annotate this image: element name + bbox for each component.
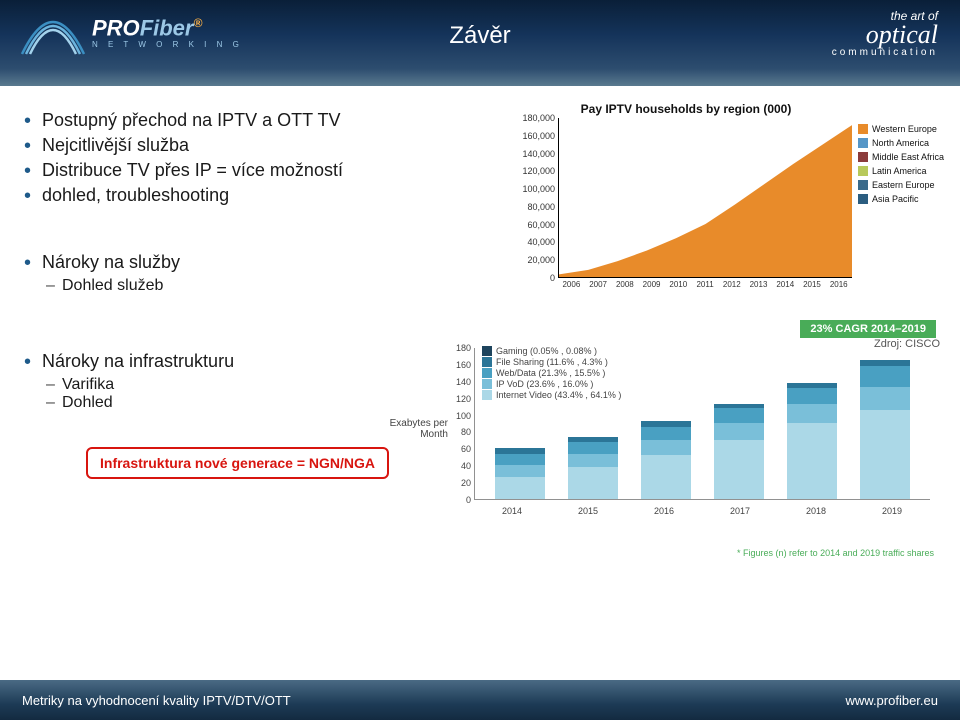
legend-item: Eastern Europe — [858, 180, 944, 190]
bullet-group-1: Postupný přechod na IPTV a OTT TV Nejcit… — [22, 110, 502, 206]
chart-iptv-households: Pay IPTV households by region (000) 020,… — [520, 102, 852, 290]
bullet-item: Distribuce TV přes IP = více možností — [22, 160, 502, 181]
tagline: the art of optical communication — [832, 10, 938, 58]
tagline-line3: communication — [832, 48, 938, 58]
chart1-plot-area — [558, 118, 852, 278]
chart2-y-label: Exabytes per Month — [370, 418, 448, 440]
chart-exabytes: 23% CAGR 2014–2019 Exabytes per Month 02… — [370, 318, 940, 528]
bullet-subitem: Dohled služeb — [22, 277, 502, 295]
logo-subtext: N E T W O R K I N G — [92, 40, 243, 49]
legend-item: Western Europe — [858, 124, 944, 134]
footer-right: www.profiber.eu — [846, 693, 939, 708]
logo-arc-icon — [20, 8, 86, 58]
chart2-bar — [787, 383, 837, 499]
bullet-item: Postupný přechod na IPTV a OTT TV — [22, 110, 502, 131]
chart1-legend: Western Europe North America Middle East A… — [858, 124, 944, 208]
chart2-cagr-badge: 23% CAGR 2014–2019 — [800, 320, 936, 338]
chart2-footnote: * Figures (n) refer to 2014 and 2019 tra… — [737, 548, 934, 558]
chart2-bar — [495, 448, 545, 499]
legend-item: North America — [858, 138, 944, 148]
slide-header: PROFiber® N E T W O R K I N G Závěr the … — [0, 0, 960, 86]
chart2-y-axis: 020406080100120140160180 — [448, 348, 474, 500]
chart2-bar — [568, 437, 618, 500]
legend-item: Middle East Africa — [858, 152, 944, 162]
slide-footer: Metriky na vyhodnocení kvality IPTV/DTV/… — [0, 680, 960, 720]
chart2-bars — [475, 348, 930, 499]
callout-box: Infrastruktura nové generace = NGN/NGA — [86, 447, 389, 479]
bullet-item: Nároky na služby — [22, 252, 502, 273]
chart2-bar — [714, 404, 764, 499]
logo-text: PROFiber® — [92, 17, 243, 39]
bullet-item: Nejcitlivější služba — [22, 135, 502, 156]
tagline-line2: optical — [832, 22, 938, 48]
chart2-plot-area — [474, 348, 930, 500]
source-label: Zdroj: CISCO — [874, 338, 940, 350]
legend-item: Asia Pacific — [858, 194, 944, 204]
chart1-y-axis: 020,00040,00060,00080,000100,000120,0001… — [520, 118, 558, 278]
chart1-x-labels: 2006200720082009201020112012201320142015… — [558, 280, 852, 289]
chart2-x-labels: 201420152016201720182019 — [474, 506, 930, 516]
chart1-title: Pay IPTV households by region (000) — [520, 102, 852, 116]
chart2-bar — [641, 421, 691, 499]
logo: PROFiber® N E T W O R K I N G — [20, 8, 243, 58]
chart2-bar — [860, 360, 910, 499]
bullet-group-2: Nároky na služby Dohled služeb — [22, 252, 502, 295]
bullet-item: dohled, troubleshooting — [22, 185, 502, 206]
footer-left: Metriky na vyhodnocení kvality IPTV/DTV/… — [22, 693, 291, 708]
slide-title: Závěr — [449, 22, 510, 50]
legend-item: Latin America — [858, 166, 944, 176]
